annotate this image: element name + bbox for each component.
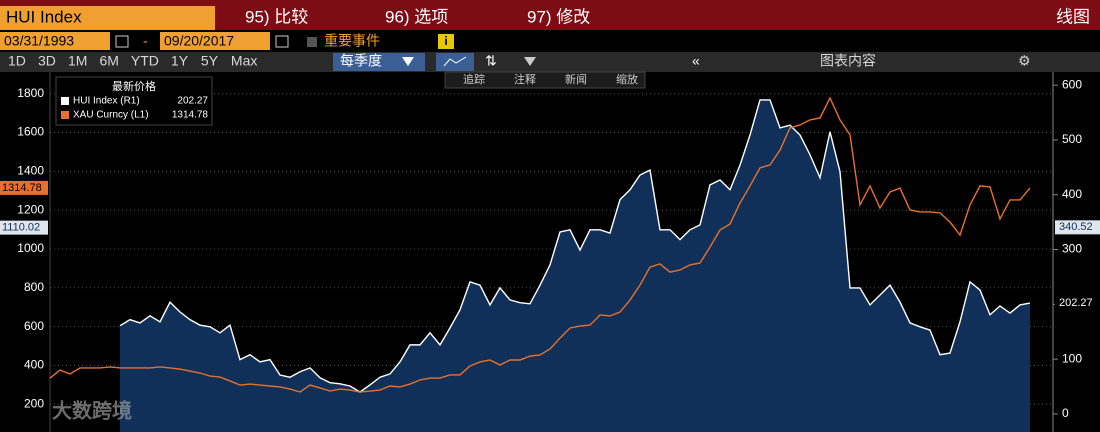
info-icon[interactable] — [438, 34, 454, 49]
axis-tag-label: 1314.78 — [2, 182, 42, 194]
settings-icon[interactable]: ⚙ — [1018, 53, 1031, 69]
y2-tick-label: 300 — [1062, 242, 1082, 256]
chart-content[interactable]: 图表内容 — [820, 53, 876, 69]
plot: 2004006008001000120014001600180001002003… — [0, 76, 1100, 432]
period-button[interactable]: 3D — [38, 53, 56, 69]
line — [49, 96, 1031, 393]
y-tick-label: 600 — [24, 319, 44, 333]
y-tick-label: 1000 — [17, 241, 44, 255]
frequency[interactable]: 每季度 — [340, 53, 382, 69]
tool-button[interactable]: 追踪 — [463, 72, 485, 86]
date-box[interactable] — [160, 32, 270, 50]
line — [119, 99, 1031, 393]
y2-tick-label: 500 — [1062, 132, 1082, 146]
collapse-icon[interactable]: « — [692, 53, 700, 69]
ticker-box — [0, 6, 215, 30]
menu-item[interactable]: 96) 选项 — [385, 7, 448, 26]
y-tick-label: 400 — [24, 358, 44, 372]
axis-tag — [0, 180, 48, 195]
period-button[interactable]: Max — [231, 53, 257, 69]
dropdown-icon[interactable] — [524, 57, 536, 66]
date-bar — [0, 30, 1100, 52]
period-buttons: 1D 3D 1M 6M YTD 1Y 5Y Max — [8, 53, 257, 69]
info-glyph: i — [444, 34, 447, 48]
period-button[interactable]: YTD — [131, 53, 159, 69]
tool-button[interactable]: 新闻 — [565, 72, 587, 86]
legend-box — [55, 76, 213, 126]
calendar-icon[interactable] — [275, 35, 289, 48]
y-tick-label: 200 — [24, 396, 44, 410]
y2-tick-label: 600 — [1062, 77, 1082, 91]
axis-tag-label: 1110.02 — [2, 222, 40, 234]
y2-tick-label: 0 — [1062, 406, 1069, 420]
menu-item[interactable]: 95) 比较 — [245, 7, 308, 26]
legend-label: XAU Curncy (L1) — [73, 110, 149, 121]
legend-swatch — [61, 97, 69, 105]
ticker: HUI Index — [6, 7, 82, 26]
y-tick-label: 800 — [24, 280, 44, 294]
period-button[interactable]: 1M — [68, 53, 87, 69]
y2-tick-label: 400 — [1062, 187, 1082, 201]
calendar-icon[interactable] — [115, 35, 129, 48]
legend-title: 最新价格 — [112, 79, 156, 93]
events-label[interactable]: 重要事件 — [324, 33, 380, 49]
view-name: 线图 — [1056, 7, 1090, 26]
watermark: 大数跨境 — [52, 398, 132, 422]
axis-tag — [1055, 220, 1100, 235]
frequency-box[interactable] — [333, 53, 425, 71]
y-tick-label: 1200 — [17, 202, 44, 216]
date-box[interactable] — [0, 32, 110, 50]
axis-tag — [1055, 296, 1100, 311]
legend-label: HUI Index (R1) — [73, 96, 140, 107]
area — [120, 99, 1030, 432]
period-button[interactable]: 1D — [8, 53, 26, 69]
start-date[interactable]: 03/31/1993 — [4, 33, 74, 49]
line-icon — [443, 56, 467, 67]
tool-strip — [444, 71, 646, 89]
y-tick-label: 1800 — [17, 86, 44, 100]
axis-tag-label: 202.27 — [1059, 297, 1093, 309]
legend-swatch — [61, 111, 69, 119]
dropdown-icon[interactable] — [402, 57, 414, 66]
menu-item[interactable]: 97) 修改 — [527, 7, 590, 26]
y-tick-label: 1400 — [17, 164, 44, 178]
split-icon[interactable]: ⇅ — [485, 53, 497, 69]
tool-button[interactable]: 缩放 — [616, 72, 638, 86]
period-button[interactable]: 6M — [99, 53, 118, 69]
period-button[interactable]: 5Y — [201, 53, 219, 69]
tool-button[interactable]: 注释 — [514, 72, 536, 86]
axis-tag — [0, 220, 48, 235]
legend-value: 202.27 — [177, 96, 208, 107]
legend-value: 1314.78 — [172, 110, 209, 121]
toolbar — [0, 52, 1100, 72]
y-tick-label: 1600 — [17, 125, 44, 139]
checkbox[interactable] — [307, 37, 317, 47]
tools: 追踪 注释 新闻 缩放 — [463, 72, 638, 86]
period-button[interactable]: 1Y — [171, 53, 189, 69]
y2-tick-label: 100 — [1062, 351, 1082, 365]
end-date[interactable]: 09/20/2017 — [164, 33, 234, 49]
axis-tag-label: 340.52 — [1059, 221, 1093, 233]
date-separator: - — [143, 33, 148, 49]
